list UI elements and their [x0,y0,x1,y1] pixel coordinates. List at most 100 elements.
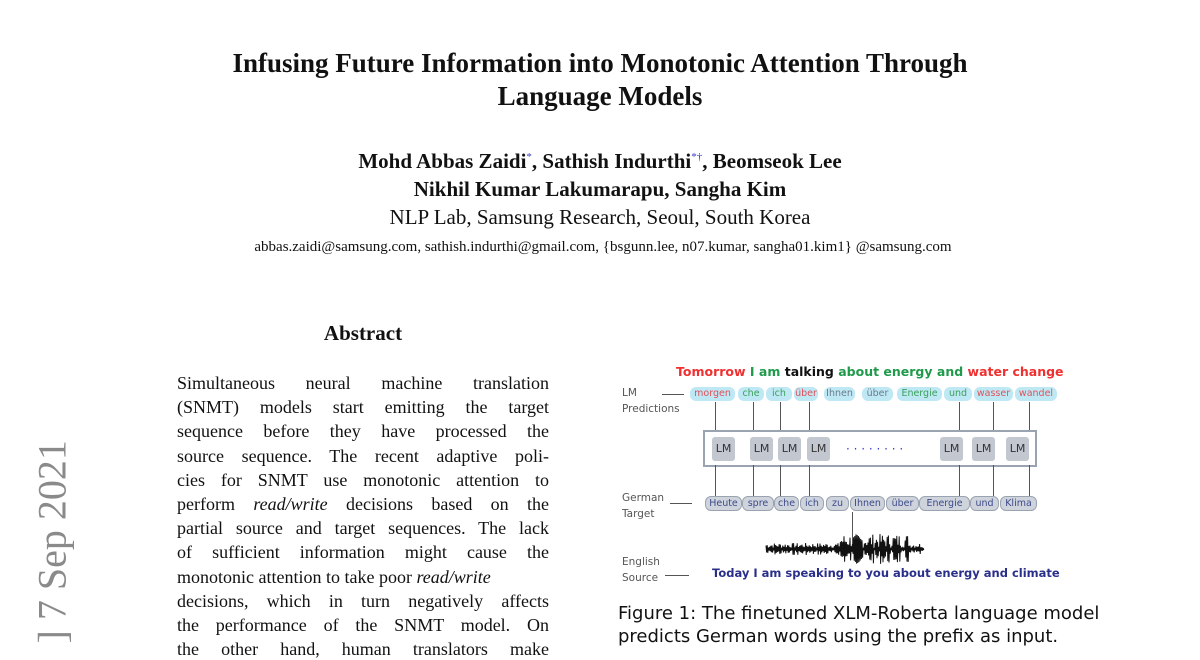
connector-arrow-icon [809,465,810,496]
target-token: spre [742,496,774,511]
abstract-line: partial source and target sequences. The… [177,517,549,539]
prediction-token: morgen [690,387,735,401]
lm-tile: LM [778,437,801,461]
connector-arrow-icon [959,402,960,430]
abstract-text: partial source and target sequences. The… [177,518,549,539]
connector-arrow-icon [1029,465,1030,496]
connector-arrow-icon [852,512,853,550]
abstract-text: the performance of the SNMT model. On [177,615,549,635]
target-token: Klima [1000,496,1037,511]
abstract-line: cies for SNMT use monotonic attention to [177,469,549,491]
abstract-line: source sequence. The recent adaptive pol… [177,445,549,467]
arrow-icon [670,503,692,504]
abstract-text: decisions, which in turn negatively affe… [177,590,549,611]
connector-arrow-icon [753,465,754,496]
author-name: , Sathish Indurthi [531,149,692,173]
lm-ellipsis: · · · · · · · · [846,442,904,456]
figure-caption-line-1: Figure 1: The finetuned XLM-Roberta lang… [618,603,1100,624]
abstract-line: monotonic attention to take poor read/wr… [177,566,549,588]
lm-tile: LM [807,437,830,461]
target-token: Energie [919,496,970,511]
abstract-text: of sufficient information might cause th… [177,542,549,563]
headline-word: water change [967,364,1064,379]
abstract-text: cies for SNMT use monotonic attention to [177,469,549,490]
source-sentence: Today I am speaking to you about energy … [712,566,1060,580]
abstract-text: sequence before they have processed the [177,421,549,442]
connector-arrow-icon [959,465,960,496]
lm-tile: LM [750,437,773,461]
author-footnote-mark[interactable]: * [526,151,532,163]
headline-word: about energy and [838,364,968,379]
paper-title-line-1: Infusing Future Information into Monoton… [232,48,968,78]
label-lm-predictions: LM Predictions [622,387,680,415]
abstract-text: Simultaneous neural machine translation [177,373,549,393]
abstract-text: source sequence. The recent adaptive pol… [177,445,549,466]
abstract-line: the performance of the SNMT model. On [177,614,549,636]
prediction-token: Energie [897,387,942,401]
abstract-line: Simultaneous neural machine translation [177,372,549,394]
arxiv-stamp: ] 7 Sep 2021 [29,440,75,644]
target-token: Heute [705,496,742,511]
lm-block [703,430,1037,467]
author-name: , Beomseok Lee [702,149,842,173]
connector-arrow-icon [993,465,994,496]
connector-arrow-icon [715,402,716,430]
prediction-token: über [862,387,893,401]
prediction-token: wandel [1015,387,1057,401]
author-name: Mohd Abbas Zaidi [358,149,527,173]
label-german-target: German Target [622,492,665,520]
authors-line-1: Mohd Abbas Zaidi*, Sathish Indurthi*†, B… [0,149,1200,174]
figure-headline: Tomorrow I am talking about energy and w… [676,364,1064,379]
headline-word: talking [784,364,839,379]
prediction-token: und [944,387,972,401]
authors-line-2: Nikhil Kumar Lakumarapu, Sangha Kim [413,177,787,201]
prediction-token: ich [766,387,792,401]
abstract-text: perform [177,494,254,514]
abstract-line: the other hand, human translators make [177,638,549,660]
prediction-token: wasser [974,387,1013,401]
target-token: che [774,496,799,511]
arrow-icon [662,394,684,395]
target-token: Ihnen [850,496,885,511]
connector-arrow-icon [1029,402,1030,430]
prediction-token: che [738,387,764,401]
abstract-line: (SNMT) models start emitting the target [177,396,549,418]
abstract-text: the other hand, human translators make [177,639,549,660]
author-emails: abbas.zaidi@samsung.com, sathish.indurth… [254,239,952,255]
prediction-token: Ihnen [824,387,855,401]
connector-arrow-icon [780,402,781,430]
prediction-token: über [794,387,818,401]
headline-word: Tomorrow [676,364,750,379]
abstract-line: decisions, which in turn negatively affe… [177,590,549,612]
affiliation: NLP Lab, Samsung Research, Seoul, South … [389,205,811,229]
author-footnote-mark[interactable]: *† [691,151,703,163]
connector-arrow-icon [753,402,754,430]
abstract-italic-text: read/write [416,566,491,587]
lm-tile: LM [1006,437,1029,461]
abstract-text: decisions based on the [327,494,549,514]
connector-arrow-icon [809,402,810,430]
abstract-line: of sufficient information might cause th… [177,541,549,563]
connector-arrow-icon [993,402,994,430]
abstract-line: perform read/write decisions based on th… [177,493,549,515]
abstract-text: monotonic attention to take poor [177,566,417,587]
label-english-source: English Source [622,556,660,584]
abstract-text: (SNMT) models start emitting the target [177,397,549,418]
figure-caption-line-2: predicts German words using the prefix a… [618,626,1059,647]
lm-tile: LM [972,437,995,461]
connector-arrow-icon [780,465,781,496]
headline-word: I am [749,364,785,379]
target-token: zu [826,496,849,511]
abstract-heading: Abstract [323,321,403,345]
waveform-icon [765,534,925,564]
paper-title-line-2: Language Models [497,81,703,111]
arrow-icon [665,575,689,576]
abstract-line: sequence before they have processed the [177,420,549,442]
connector-arrow-icon [715,465,716,496]
target-token: und [970,496,999,511]
abstract-italic-text: read/write [253,494,328,514]
lm-tile: LM [712,437,735,461]
target-token: ich [800,496,824,511]
lm-tile: LM [940,437,963,461]
target-token: über [886,496,919,511]
